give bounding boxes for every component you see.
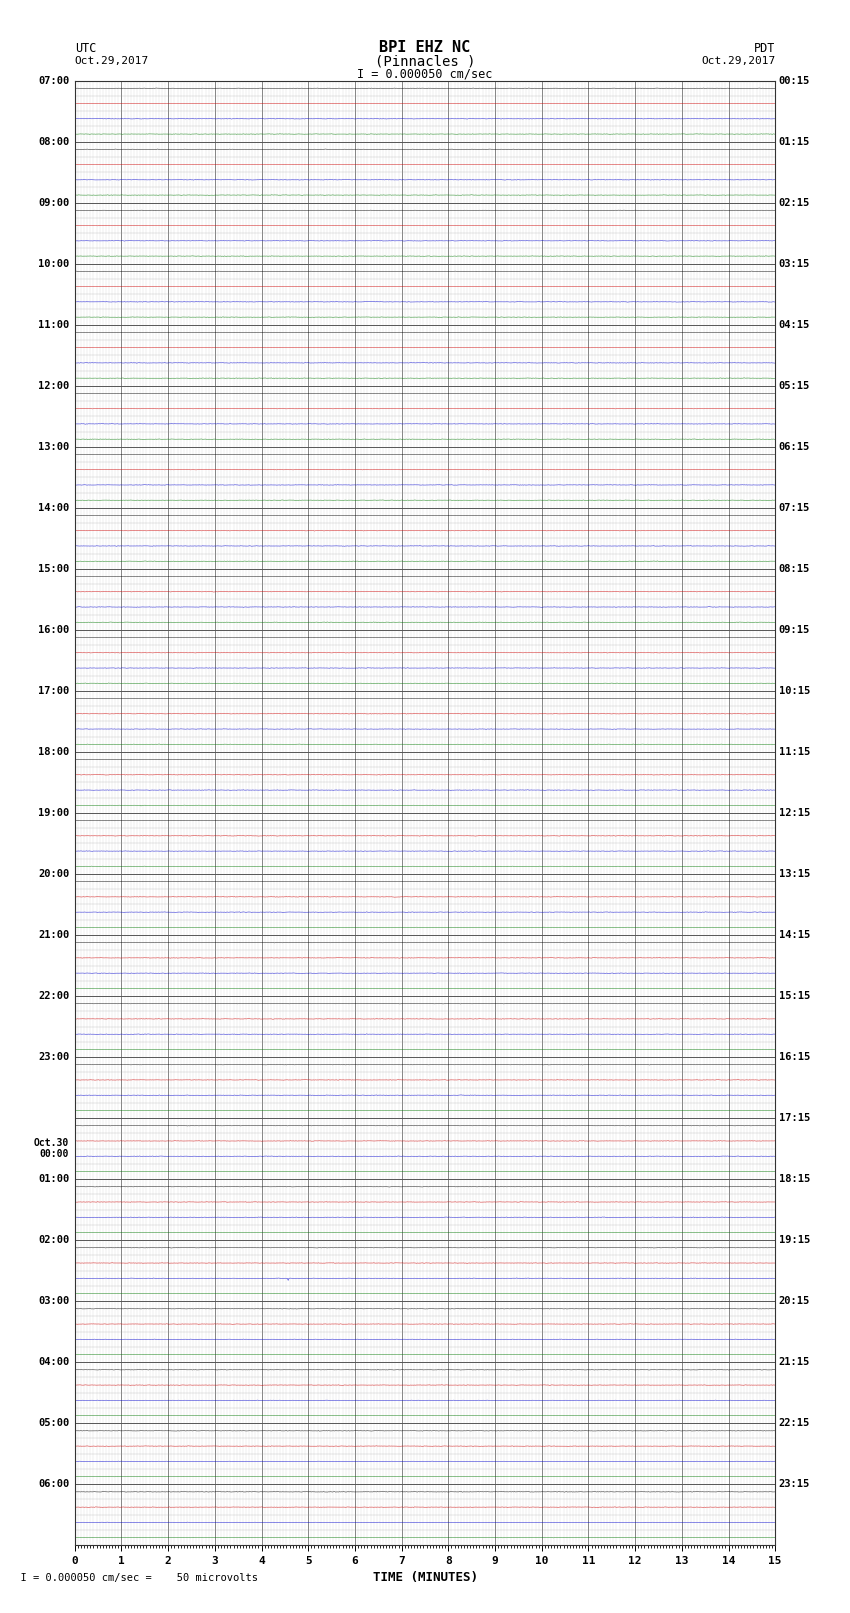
Text: 22:15: 22:15 — [779, 1418, 810, 1428]
Text: 22:00: 22:00 — [38, 990, 69, 1002]
Text: 20:15: 20:15 — [779, 1297, 810, 1307]
Text: 08:15: 08:15 — [779, 565, 810, 574]
Text: 01:15: 01:15 — [779, 137, 810, 147]
Text: 06:15: 06:15 — [779, 442, 810, 452]
Text: 14:00: 14:00 — [38, 503, 69, 513]
Text: Oct.30
00:00: Oct.30 00:00 — [34, 1137, 69, 1160]
Text: 04:15: 04:15 — [779, 319, 810, 329]
Text: Oct.29,2017: Oct.29,2017 — [75, 56, 149, 66]
Text: 16:15: 16:15 — [779, 1052, 810, 1061]
Text: 03:15: 03:15 — [779, 258, 810, 269]
Text: 02:00: 02:00 — [38, 1236, 69, 1245]
Text: 03:00: 03:00 — [38, 1297, 69, 1307]
Text: 09:00: 09:00 — [38, 198, 69, 208]
Text: 06:00: 06:00 — [38, 1479, 69, 1489]
X-axis label: TIME (MINUTES): TIME (MINUTES) — [372, 1571, 478, 1584]
Text: 20:00: 20:00 — [38, 869, 69, 879]
Text: 07:00: 07:00 — [38, 76, 69, 85]
Text: 15:15: 15:15 — [779, 990, 810, 1002]
Text: 01:00: 01:00 — [38, 1174, 69, 1184]
Text: 08:00: 08:00 — [38, 137, 69, 147]
Text: 13:15: 13:15 — [779, 869, 810, 879]
Text: 12:00: 12:00 — [38, 381, 69, 390]
Text: 07:15: 07:15 — [779, 503, 810, 513]
Text: 19:15: 19:15 — [779, 1236, 810, 1245]
Text: 12:15: 12:15 — [779, 808, 810, 818]
Text: PDT: PDT — [754, 42, 775, 55]
Text: 04:00: 04:00 — [38, 1357, 69, 1368]
Text: I = 0.000050 cm/sec =    50 microvolts: I = 0.000050 cm/sec = 50 microvolts — [8, 1573, 258, 1582]
Text: 16:00: 16:00 — [38, 624, 69, 636]
Text: BPI EHZ NC: BPI EHZ NC — [379, 40, 471, 55]
Text: 02:15: 02:15 — [779, 198, 810, 208]
Text: (Pinnacles ): (Pinnacles ) — [375, 55, 475, 68]
Text: 18:00: 18:00 — [38, 747, 69, 756]
Text: 15:00: 15:00 — [38, 565, 69, 574]
Text: 11:00: 11:00 — [38, 319, 69, 329]
Text: 21:00: 21:00 — [38, 931, 69, 940]
Text: 18:15: 18:15 — [779, 1174, 810, 1184]
Text: 10:00: 10:00 — [38, 258, 69, 269]
Text: 11:15: 11:15 — [779, 747, 810, 756]
Text: UTC: UTC — [75, 42, 96, 55]
Text: 05:15: 05:15 — [779, 381, 810, 390]
Text: 23:15: 23:15 — [779, 1479, 810, 1489]
Text: 05:00: 05:00 — [38, 1418, 69, 1428]
Text: 19:00: 19:00 — [38, 808, 69, 818]
Text: 23:00: 23:00 — [38, 1052, 69, 1061]
Text: 21:15: 21:15 — [779, 1357, 810, 1368]
Text: 17:00: 17:00 — [38, 686, 69, 695]
Text: 14:15: 14:15 — [779, 931, 810, 940]
Text: 13:00: 13:00 — [38, 442, 69, 452]
Text: 17:15: 17:15 — [779, 1113, 810, 1123]
Text: I = 0.000050 cm/sec: I = 0.000050 cm/sec — [357, 68, 493, 81]
Text: 10:15: 10:15 — [779, 686, 810, 695]
Text: 00:15: 00:15 — [779, 76, 810, 85]
Text: Oct.29,2017: Oct.29,2017 — [701, 56, 775, 66]
Text: 09:15: 09:15 — [779, 624, 810, 636]
